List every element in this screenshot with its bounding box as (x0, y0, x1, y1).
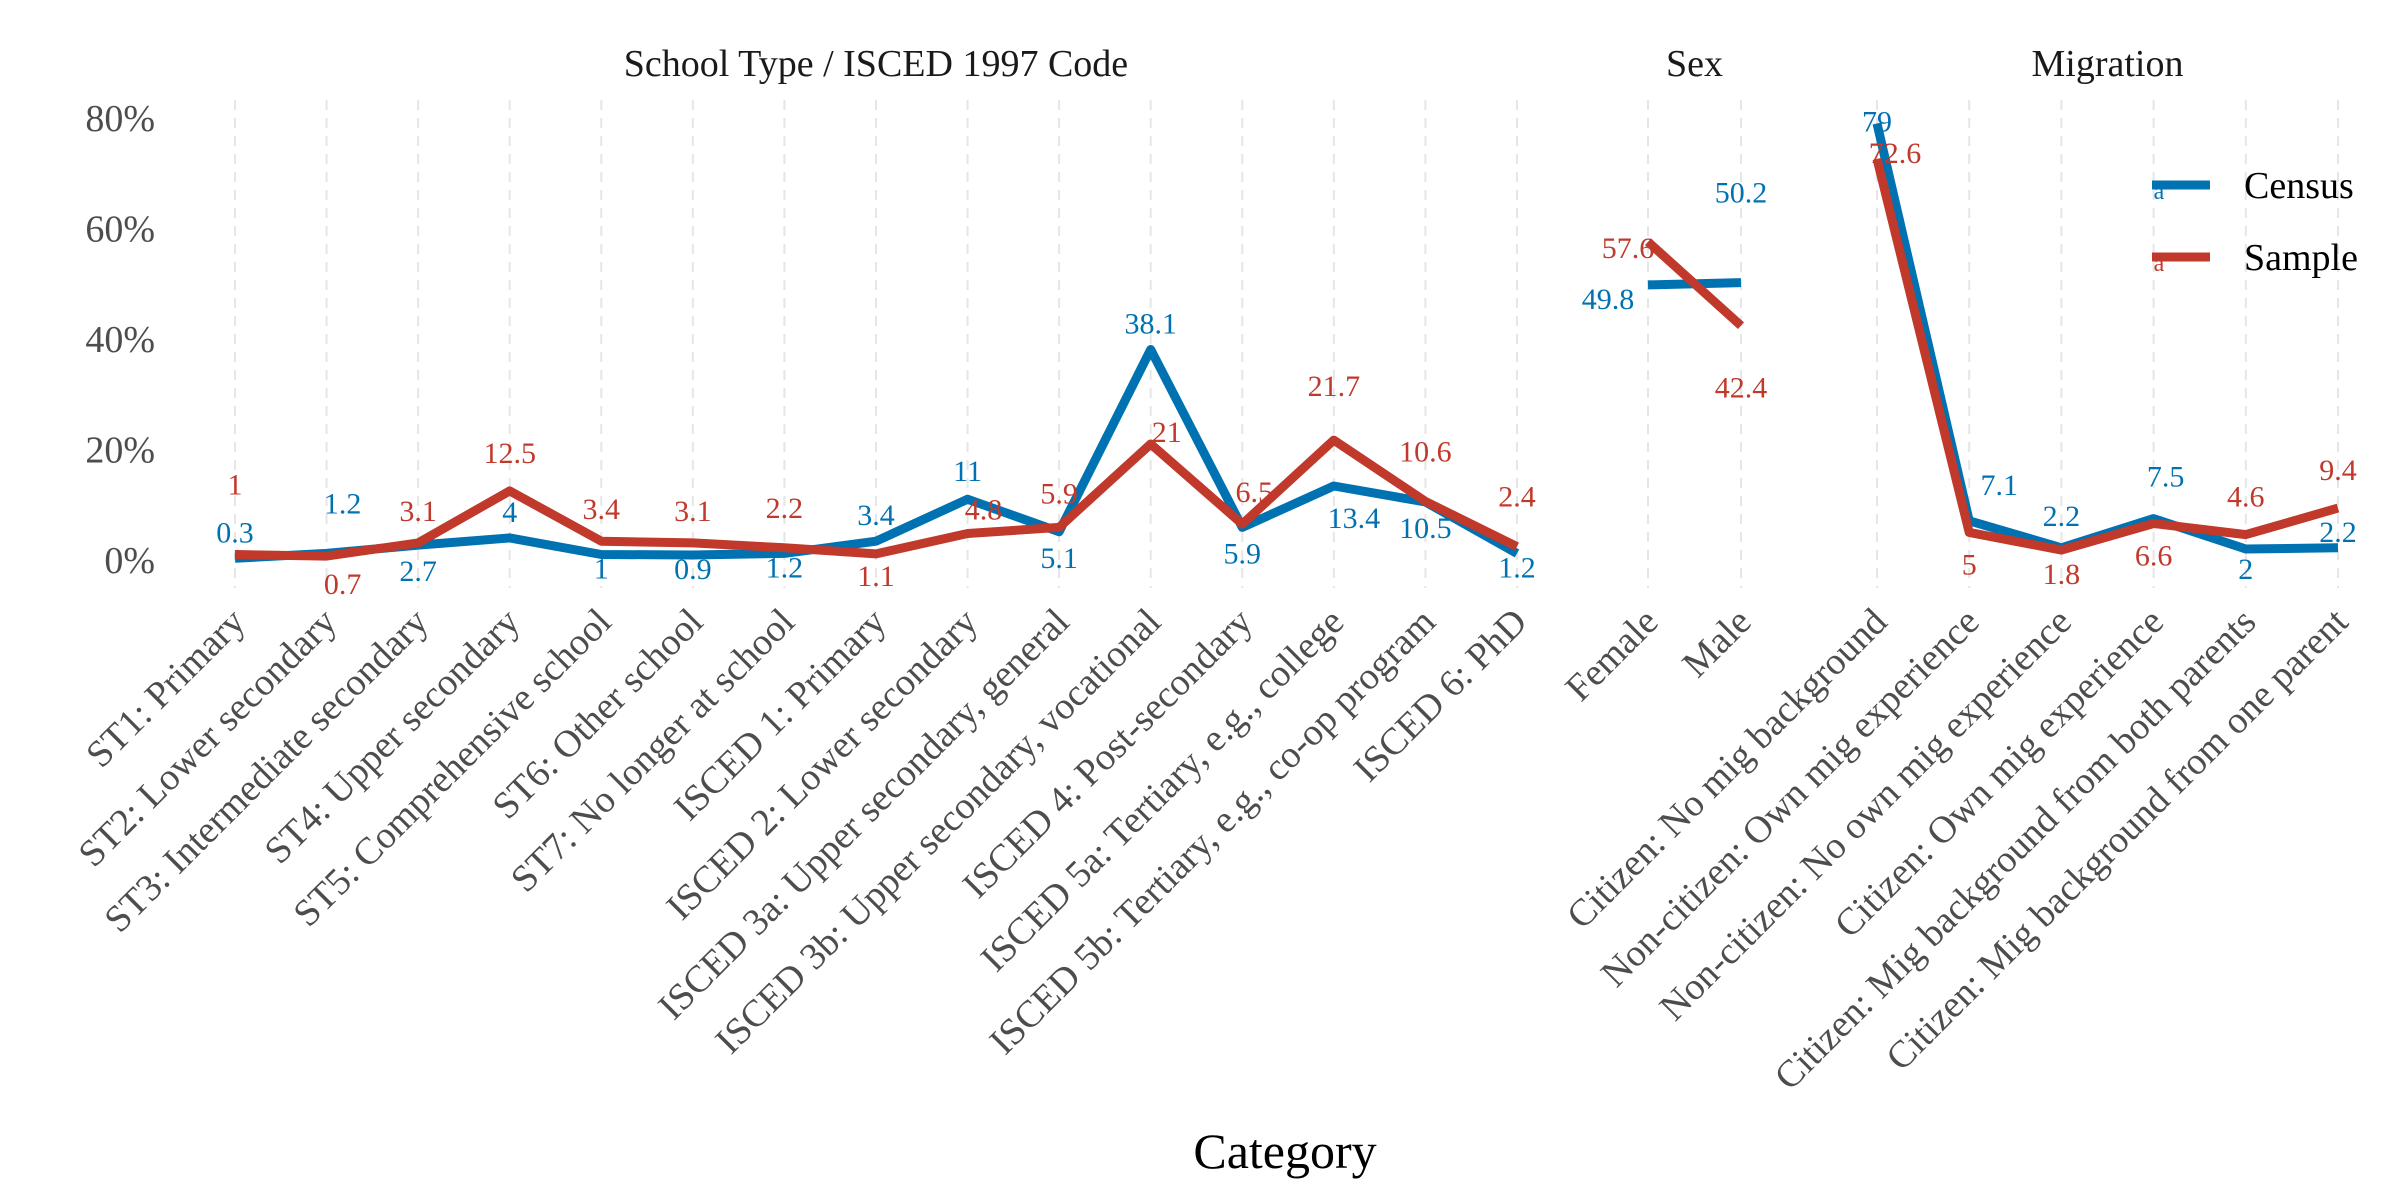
data-label: 1 (228, 468, 243, 501)
x-tick-label: Female (1558, 601, 1667, 710)
panel-title: Sex (1666, 43, 1723, 85)
data-label: 7.5 (2147, 461, 2185, 494)
data-label: 5.9 (1224, 537, 1262, 570)
data-label: 6.6 (2135, 540, 2173, 573)
data-label: 38.1 (1124, 307, 1177, 340)
data-label: 7.1 (1980, 469, 2018, 502)
y-tick-label: 40% (85, 319, 155, 361)
data-label: 42.4 (1715, 372, 1768, 405)
y-tick-label: 80% (85, 98, 155, 140)
data-label: 3.4 (583, 493, 621, 526)
legend-key-char: a (2154, 179, 2165, 205)
y-tick-label: 60% (85, 209, 155, 251)
data-label: 4.6 (2227, 481, 2265, 514)
data-label: 5 (1962, 548, 1977, 581)
data-label: 9.4 (2319, 454, 2357, 487)
data-label: 6.5 (1236, 476, 1274, 509)
data-label: 10.5 (1399, 512, 1452, 545)
data-label: 10.6 (1399, 435, 1452, 468)
data-label: 3.1 (674, 495, 712, 528)
data-label: 0.9 (674, 553, 712, 586)
data-label: 72.6 (1869, 137, 1922, 170)
series-line-sample (1872, 157, 2340, 555)
legend-label: Sample (2244, 237, 2358, 279)
data-label: 1.1 (857, 560, 895, 593)
data-label: 0.3 (216, 516, 254, 549)
data-label: 2.4 (1498, 481, 1536, 514)
data-label: 0.7 (324, 568, 362, 601)
series-line-census (234, 345, 1520, 563)
panel-title: Migration (2032, 43, 2184, 85)
series-line-sample (234, 435, 1519, 561)
panel-titles: School Type / ISCED 1997 Code Sex Migratio… (624, 43, 2184, 85)
data-label: 5.9 (1040, 477, 1078, 510)
series-lines (234, 122, 2340, 563)
data-label: 3.1 (399, 495, 437, 528)
y-tick-label: 0% (104, 540, 155, 582)
x-tick-label: Male (1674, 601, 1759, 686)
legend-item-sample: a Sample (2152, 237, 2358, 279)
data-label: 11 (953, 455, 982, 488)
legend-label: Census (2244, 165, 2354, 207)
y-tick-label: 20% (85, 430, 155, 472)
data-label: 57.6 (1602, 232, 1655, 265)
x-axis-title: Category (1193, 1123, 1376, 1179)
data-label: 79 (1862, 106, 1892, 139)
series-line-sample (1644, 238, 1745, 330)
data-label: 21 (1152, 416, 1182, 449)
data-label: 3.4 (857, 499, 895, 532)
data-label: 21.7 (1308, 370, 1361, 403)
legend-key-char: a (2154, 251, 2165, 277)
data-label: 1 (594, 552, 609, 585)
data-label: 49.8 (1582, 283, 1635, 316)
legend-item-census: a Census (2152, 165, 2354, 207)
data-label: 1.2 (1498, 551, 1536, 584)
data-label: 2 (2238, 553, 2253, 586)
data-label: 4 (502, 496, 517, 529)
data-label: 2.2 (2319, 516, 2357, 549)
data-label: 1.8 (2043, 558, 2081, 591)
legend: a Census a Sample (2152, 165, 2358, 279)
panel-title: School Type / ISCED 1997 Code (624, 43, 1128, 85)
data-label: 1.2 (766, 551, 804, 584)
data-label: 4.8 (965, 493, 1003, 526)
data-label: 50.2 (1715, 177, 1768, 210)
data-label: 1.2 (324, 487, 362, 520)
data-label: 2.7 (399, 555, 437, 588)
y-axis-ticks: 0% 20% 40% 60% 80% (85, 98, 155, 582)
data-label: 12.5 (483, 437, 536, 470)
data-label: 5.1 (1040, 542, 1078, 575)
data-label: 2.2 (766, 492, 804, 525)
data-label: 13.4 (1328, 502, 1381, 535)
data-label: 2.2 (2043, 500, 2081, 533)
